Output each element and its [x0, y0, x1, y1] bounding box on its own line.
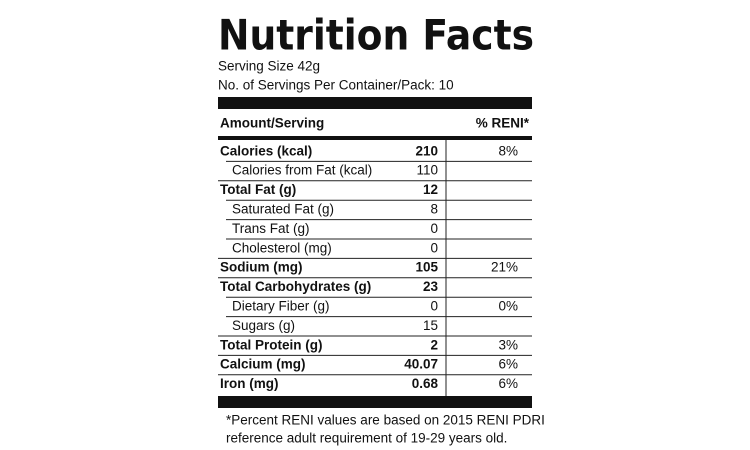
nutrient-amount: 210 — [415, 143, 438, 158]
nutrient-label: Cholesterol (mg) — [232, 240, 332, 255]
nutrient-label: Sugars (g) — [232, 318, 295, 333]
nutrient-label: Total Protein (g) — [220, 337, 323, 352]
nutrient-amount: 8 — [430, 201, 438, 216]
nutrient-label: Sodium (mg) — [220, 260, 303, 275]
header-percent: % RENI* — [476, 116, 530, 131]
nutrient-label: Dietary Fiber (g) — [232, 298, 330, 313]
nutrient-percent: 8% — [498, 143, 518, 158]
header-rule — [218, 136, 532, 140]
nutrient-label: Calories from Fat (kcal) — [232, 163, 372, 178]
nutrient-label: Trans Fat (g) — [232, 221, 310, 236]
nutrient-amount: 2 — [430, 337, 438, 352]
servings: No. of Servings Per Container/Pack: 10 — [218, 78, 454, 93]
nutrient-amount: 0.68 — [412, 376, 439, 391]
footnote: *Percent RENI values are based on 2015 R… — [226, 413, 545, 428]
nutrient-label: Calcium (mg) — [220, 357, 306, 372]
thick-bar — [218, 97, 532, 109]
serving-size: Serving Size 42g — [218, 59, 320, 74]
nutrient-amount: 0 — [430, 240, 438, 255]
nutrient-label: Total Carbohydrates (g) — [220, 279, 371, 294]
nutrient-amount: 0 — [430, 221, 438, 236]
nutrient-amount: 40.07 — [404, 357, 438, 372]
nutrient-label: Saturated Fat (g) — [232, 201, 334, 216]
nutrient-percent: 6% — [498, 376, 518, 391]
nutrient-label: Calories (kcal) — [220, 143, 312, 158]
nutrient-amount: 15 — [423, 318, 438, 333]
nutrient-amount: 105 — [415, 260, 438, 275]
thick-bar — [218, 396, 532, 408]
nutrient-amount: 110 — [416, 163, 438, 178]
nutrient-label: Iron (mg) — [220, 376, 279, 391]
header-amount: Amount/Serving — [220, 116, 324, 131]
nutrient-percent: 0% — [498, 298, 518, 313]
nutrient-percent: 6% — [498, 357, 518, 372]
nutrient-label: Total Fat (g) — [220, 182, 296, 197]
title: Nutrition Facts — [218, 11, 534, 60]
nutrient-percent: 21% — [491, 260, 518, 275]
footnote: reference adult requirement of 19-29 yea… — [226, 431, 507, 446]
nutrient-amount: 23 — [423, 279, 439, 294]
nutrient-amount: 0 — [430, 298, 438, 313]
nutrient-percent: 3% — [498, 337, 518, 352]
nutrient-amount: 12 — [423, 182, 438, 197]
